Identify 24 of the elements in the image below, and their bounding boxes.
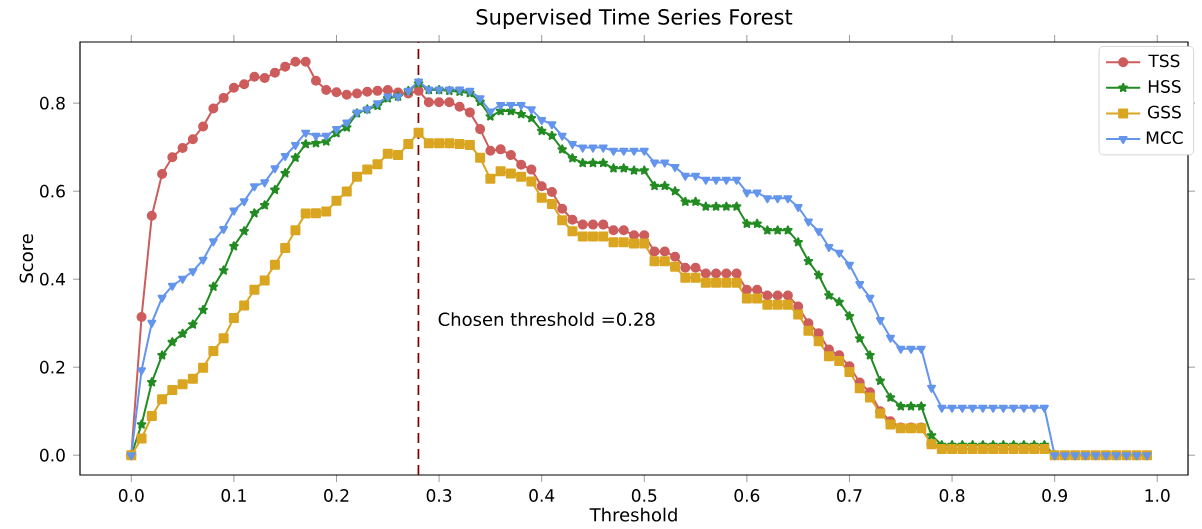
ref-line-label: Chosen threshold =0.28 [438, 312, 655, 327]
legend-label: HSS [1148, 80, 1181, 93]
y-tick-label: 0.8 [40, 96, 65, 110]
x-tick-label: 0.3 [426, 489, 452, 502]
x-tick-label: 0.2 [324, 489, 349, 502]
y-tick-label: 0.0 [40, 448, 65, 462]
chart-title: Supervised Time Series Forest [476, 8, 793, 29]
legend-label: MCC [1146, 131, 1183, 145]
x-tick-label: 0.7 [837, 489, 862, 502]
legend-label: TSS [1148, 54, 1180, 68]
y-axis-title: Score [19, 234, 34, 283]
x-tick-label: 0.6 [734, 489, 760, 502]
x-axis-title: Threshold [589, 507, 677, 522]
x-tick-label: 0.1 [221, 489, 246, 502]
legend-label: GSS [1147, 105, 1181, 119]
x-tick-label: 0.8 [939, 489, 965, 502]
x-tick-label: 1.0 [1145, 489, 1170, 502]
x-tick-label: 0.0 [118, 489, 144, 502]
x-tick-label: 0.5 [631, 489, 657, 502]
y-tick-label: 0.2 [40, 360, 65, 374]
y-tick-label: 0.6 [40, 184, 65, 198]
x-tick-label: 0.4 [529, 489, 555, 502]
y-tick-label: 0.4 [40, 272, 65, 286]
x-tick-label: 0.9 [1042, 489, 1067, 502]
